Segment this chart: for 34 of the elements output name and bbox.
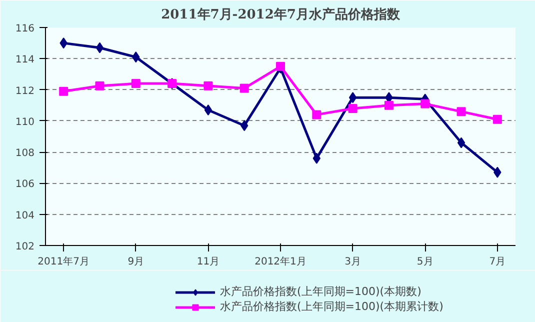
point <box>348 104 358 113</box>
point <box>204 104 212 116</box>
y-tick-label: 108 <box>15 148 35 160</box>
y-tick-label: 102 <box>15 242 35 252</box>
y-tick-label: 116 <box>15 24 35 34</box>
point <box>312 110 322 120</box>
point <box>384 100 394 110</box>
x-tick-label: 3月 <box>344 256 361 268</box>
legend-label: 水产品价格指数(上年同期=100)(本期累计数) <box>220 299 444 314</box>
point <box>95 81 104 90</box>
point <box>59 86 68 96</box>
point <box>240 84 249 93</box>
point <box>131 79 140 88</box>
legend-label: 水产品价格指数(上年同期=100)(本期数) <box>220 284 422 299</box>
x-tick-label: 5月 <box>416 256 434 268</box>
point <box>492 114 502 124</box>
point <box>457 137 466 148</box>
y-tick-label: 104 <box>15 210 35 222</box>
x-tick-label: 9月 <box>128 256 144 268</box>
point <box>204 81 213 90</box>
y-tick-label: 110 <box>15 116 35 128</box>
y-tick-label: 106 <box>15 179 35 190</box>
point <box>96 42 104 54</box>
point <box>276 62 285 71</box>
y-tick-label: 112 <box>15 86 35 97</box>
x-tick-label: 2012年1月 <box>254 256 306 268</box>
point <box>348 92 357 104</box>
y-tick-label: 114 <box>15 54 35 66</box>
point <box>420 99 430 108</box>
x-tick-label: 2011年7月 <box>38 256 90 268</box>
x-tick-label: 11月 <box>196 256 220 268</box>
point <box>456 107 466 116</box>
x-tick-label: 7月 <box>489 256 506 268</box>
chart-title: 2011年7月-2012年7月水产品价格指数 <box>161 6 401 22</box>
